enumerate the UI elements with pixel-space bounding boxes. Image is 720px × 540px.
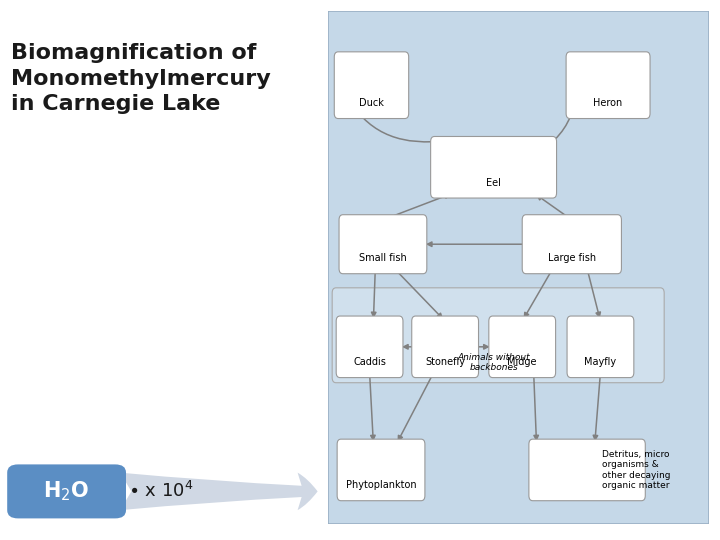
Text: Duck: Duck — [359, 98, 384, 108]
Text: Stonefly: Stonefly — [425, 357, 465, 367]
FancyBboxPatch shape — [332, 288, 664, 383]
Text: Caddis: Caddis — [353, 357, 386, 367]
FancyBboxPatch shape — [489, 316, 556, 377]
FancyBboxPatch shape — [529, 439, 645, 501]
FancyBboxPatch shape — [337, 439, 425, 501]
FancyBboxPatch shape — [522, 215, 621, 274]
Text: Small fish: Small fish — [359, 253, 407, 264]
FancyBboxPatch shape — [567, 316, 634, 377]
Text: Midge: Midge — [508, 357, 537, 367]
FancyBboxPatch shape — [334, 52, 409, 119]
Text: Mayfly: Mayfly — [585, 357, 616, 367]
FancyBboxPatch shape — [431, 137, 557, 198]
Text: Large fish: Large fish — [548, 253, 596, 264]
Text: H$_2$O: H$_2$O — [43, 480, 90, 503]
Text: Biomagnification of
Monomethylmercury
in Carnegie Lake: Biomagnification of Monomethylmercury in… — [11, 43, 271, 114]
Text: Eel: Eel — [486, 178, 501, 188]
Text: Heron: Heron — [593, 98, 623, 108]
Text: Animals without
backbones: Animals without backbones — [457, 353, 530, 373]
FancyBboxPatch shape — [412, 316, 479, 377]
FancyBboxPatch shape — [328, 11, 709, 524]
Text: Detritus, micro
organisms &
other decaying
organic matter: Detritus, micro organisms & other decayi… — [603, 450, 671, 490]
FancyBboxPatch shape — [7, 464, 126, 518]
Text: Phytoplankton: Phytoplankton — [346, 481, 416, 490]
FancyBboxPatch shape — [336, 316, 403, 377]
FancyBboxPatch shape — [339, 215, 427, 274]
FancyBboxPatch shape — [566, 52, 650, 119]
Text: $\bullet$ x 10$^4$: $\bullet$ x 10$^4$ — [128, 481, 194, 502]
